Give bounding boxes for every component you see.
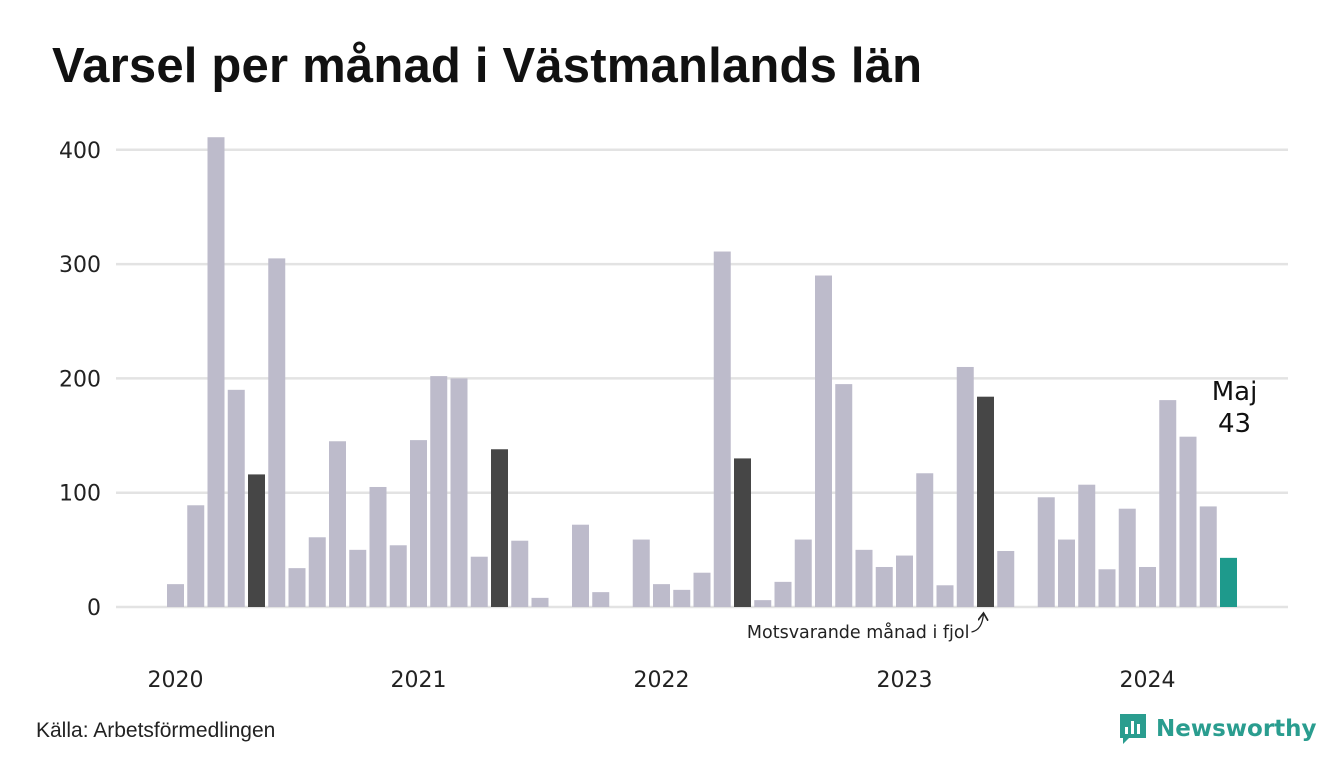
bar bbox=[632, 539, 650, 607]
bar bbox=[187, 505, 205, 607]
bar bbox=[511, 540, 529, 607]
y-gridlines bbox=[116, 148, 1288, 609]
bar bbox=[1058, 539, 1075, 607]
bar-current-month bbox=[1220, 557, 1237, 607]
x-tick-label: 2023 bbox=[877, 668, 933, 693]
bar bbox=[1199, 506, 1217, 607]
bar bbox=[572, 524, 589, 607]
brand-logo: Newsworthy bbox=[1118, 712, 1317, 746]
bar bbox=[653, 584, 670, 607]
bar-previous-year bbox=[734, 458, 751, 607]
bar bbox=[956, 366, 974, 607]
bar bbox=[450, 378, 468, 607]
bar-previous-year bbox=[977, 396, 994, 607]
bar bbox=[308, 537, 326, 607]
y-axis-ticks: 0 100 200 300 400 bbox=[59, 139, 101, 621]
bar bbox=[936, 585, 954, 607]
bar bbox=[470, 556, 488, 607]
bar bbox=[227, 389, 245, 607]
bar bbox=[754, 600, 772, 607]
bar-previous-year bbox=[491, 449, 508, 607]
bar bbox=[1139, 566, 1156, 607]
bar bbox=[815, 275, 832, 607]
bar bbox=[896, 555, 913, 607]
chart-bubble-icon bbox=[1120, 714, 1146, 744]
bar bbox=[389, 545, 407, 607]
bar bbox=[1159, 400, 1177, 607]
bar bbox=[207, 137, 225, 608]
y-tick-label: 0 bbox=[87, 596, 101, 621]
bars bbox=[167, 137, 1237, 608]
bar bbox=[835, 384, 853, 607]
bar bbox=[430, 376, 448, 607]
bar bbox=[875, 566, 893, 607]
bar bbox=[349, 549, 367, 607]
annotation-arrow bbox=[971, 613, 984, 633]
previous-year-annotation: Motsvarande månad i fjol bbox=[747, 622, 970, 643]
chart-title: Varsel per månad i Västmanlands län bbox=[52, 39, 923, 93]
bar bbox=[268, 258, 286, 607]
bar bbox=[1078, 484, 1096, 607]
bar bbox=[794, 539, 812, 607]
bar bbox=[1098, 569, 1116, 607]
bar bbox=[410, 440, 427, 607]
source-note: Källa: Arbetsförmedlingen bbox=[36, 719, 276, 742]
current-month-label: Maj bbox=[1212, 377, 1258, 407]
current-value-label: 43 bbox=[1218, 409, 1251, 439]
bar bbox=[855, 549, 873, 607]
y-tick-label: 100 bbox=[59, 482, 101, 507]
y-tick-label: 300 bbox=[59, 253, 101, 278]
bar bbox=[531, 597, 549, 607]
bar bbox=[592, 592, 610, 607]
bar bbox=[774, 581, 792, 607]
bar bbox=[673, 589, 691, 607]
brand-name: Newsworthy bbox=[1156, 716, 1317, 742]
bar bbox=[1037, 497, 1055, 607]
bar bbox=[369, 486, 387, 607]
bar bbox=[997, 550, 1015, 607]
y-tick-label: 200 bbox=[59, 367, 101, 392]
bar bbox=[713, 251, 731, 608]
bar bbox=[167, 584, 184, 607]
x-tick-label: 2020 bbox=[148, 668, 204, 693]
bar bbox=[693, 572, 711, 607]
bar bbox=[916, 473, 934, 607]
bar bbox=[1179, 436, 1197, 607]
x-tick-label: 2021 bbox=[391, 668, 447, 693]
x-tick-label: 2024 bbox=[1120, 668, 1176, 693]
bar bbox=[1118, 508, 1136, 607]
x-tick-label: 2022 bbox=[634, 668, 690, 693]
bar bbox=[329, 441, 346, 607]
y-tick-label: 400 bbox=[59, 139, 101, 164]
x-axis-year-labels: 2020 2021 2022 2023 2024 bbox=[148, 668, 1176, 693]
bar-previous-year bbox=[248, 474, 265, 607]
bar bbox=[288, 568, 306, 607]
